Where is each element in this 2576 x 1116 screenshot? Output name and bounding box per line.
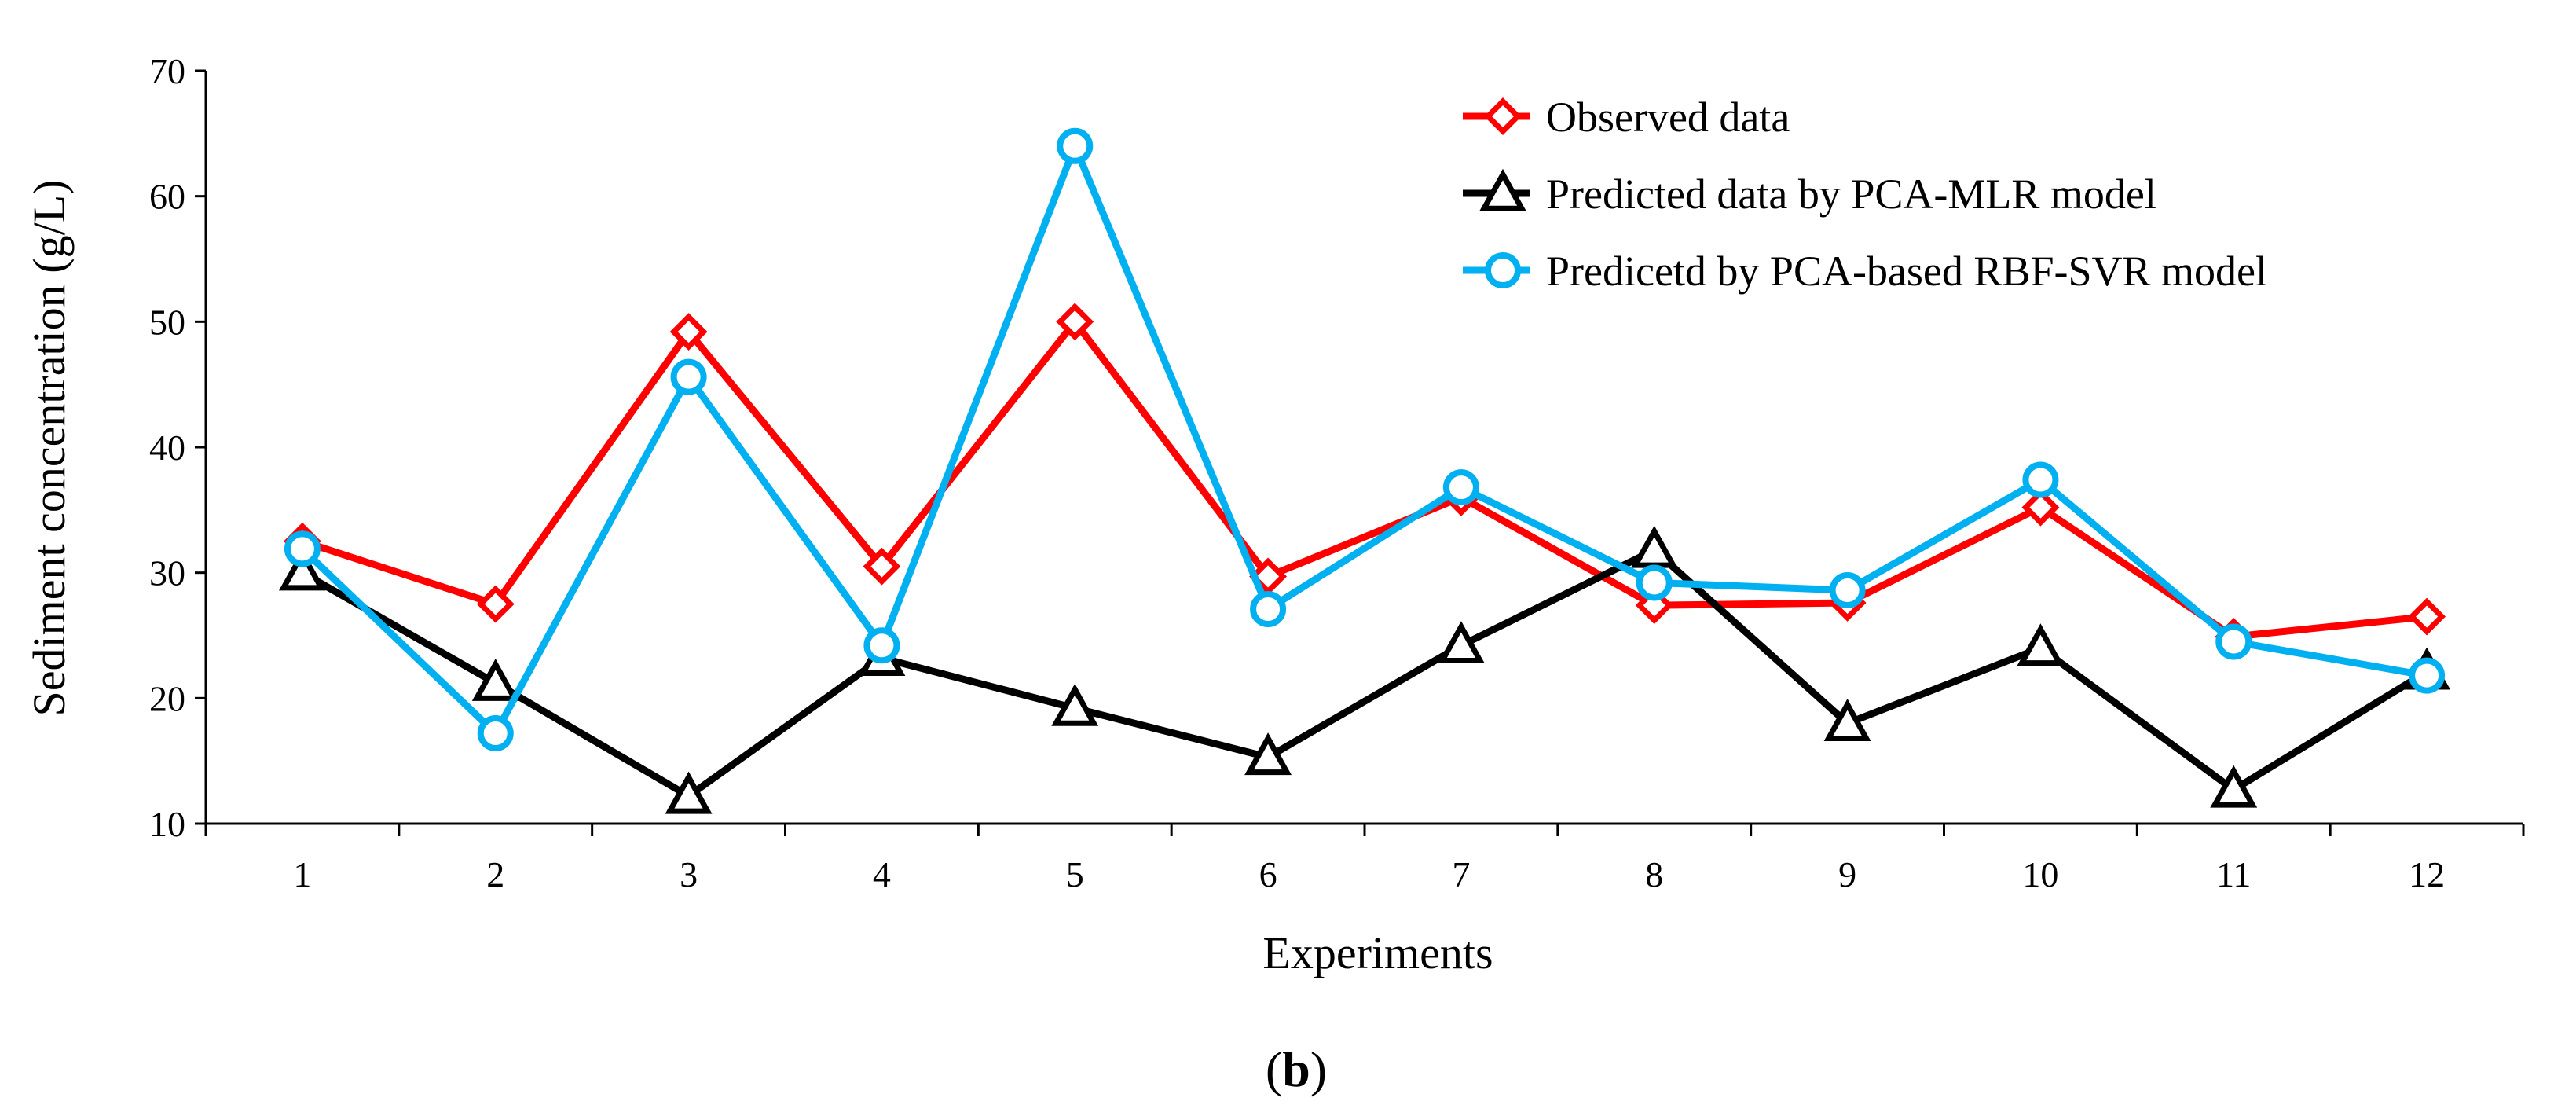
data-point (1829, 572, 1866, 609)
legend-label: Predicetd by PCA-based RBF-SVR model (1546, 248, 2267, 295)
data-point (1823, 699, 1871, 741)
x-tick-label: 2 (486, 854, 504, 894)
x-tick-label: 9 (1838, 854, 1856, 894)
y-tick-label: 70 (149, 51, 185, 91)
legend-swatch-marker (1484, 97, 1522, 135)
series-predicted-data-by-pca-mlr-model (278, 525, 2451, 814)
x-tick-label: 8 (1645, 854, 1663, 894)
data-point (1636, 564, 1673, 601)
panel-label-letter: b (1282, 1041, 1310, 1097)
y-axis-title: Sediment concentration (g/L) (24, 180, 75, 717)
data-point (471, 658, 519, 701)
series-line (299, 136, 2428, 740)
data-point (1056, 303, 1094, 341)
x-tick-label: 3 (680, 854, 698, 894)
data-point (1244, 732, 1292, 776)
legend-entry: Observed data (1463, 94, 1790, 141)
data-point (670, 358, 707, 395)
data-point (2017, 623, 2065, 666)
legend-swatch-marker (1485, 252, 1521, 288)
data-point (278, 548, 326, 591)
panel-label: (b) (1266, 1041, 1327, 1097)
x-tick-label: 12 (2409, 854, 2445, 894)
data-point (2210, 765, 2258, 808)
x-axis-title: Experiments (1262, 927, 1493, 978)
x-tick-label: 1 (293, 854, 311, 894)
x-tick-label: 10 (2022, 854, 2058, 894)
y-tick-label: 20 (149, 678, 185, 718)
x-tick-label: 7 (1452, 854, 1470, 894)
legend-label: Observed data (1546, 94, 1790, 141)
data-point (2022, 461, 2059, 498)
data-point (2215, 623, 2252, 660)
data-point (1437, 621, 1485, 663)
legend-entry: Predicted data by PCA-MLR model (1463, 168, 2156, 218)
x-tick-label: 5 (1066, 854, 1084, 894)
series-line (301, 315, 2428, 641)
series-observed-data (283, 303, 2446, 656)
y-tick-label: 40 (149, 428, 185, 468)
legend-swatch-marker (1479, 168, 1526, 211)
data-point (2021, 488, 2060, 527)
x-tick-label: 6 (1259, 854, 1277, 894)
y-tick-label: 50 (149, 302, 185, 342)
data-point (2408, 597, 2446, 636)
legend-label: Predicted data by PCA-MLR model (1546, 171, 2156, 218)
x-tick-label: 11 (2216, 854, 2251, 894)
data-point (1250, 590, 1287, 627)
x-tick-label: 4 (873, 854, 891, 894)
series-layer (278, 127, 2451, 814)
data-point (2409, 657, 2446, 694)
data-point (1442, 469, 1479, 506)
legend: Observed data Predicted data by PCA-MLR m… (1463, 94, 2267, 295)
data-point (863, 627, 900, 664)
data-point (477, 715, 514, 752)
y-tick-label: 10 (149, 804, 185, 844)
data-point (476, 585, 515, 623)
y-tick-label: 30 (149, 553, 185, 593)
legend-entry: Predicetd by PCA-based RBF-SVR model (1463, 248, 2267, 295)
data-point (1051, 683, 1099, 726)
data-point (284, 530, 321, 567)
data-point (1057, 127, 1094, 164)
series-line (300, 545, 2429, 801)
data-point (665, 771, 713, 814)
panel-label-open-paren: ( (1266, 1041, 1282, 1097)
data-point (669, 313, 708, 351)
y-tick-label: 60 (149, 177, 185, 217)
data-point (863, 547, 901, 586)
data-point (1630, 525, 1678, 568)
panel-label-close-paren: ) (1310, 1041, 1327, 1097)
series-predicetd-by-pca-based-rbf-svr-model (284, 127, 2446, 752)
